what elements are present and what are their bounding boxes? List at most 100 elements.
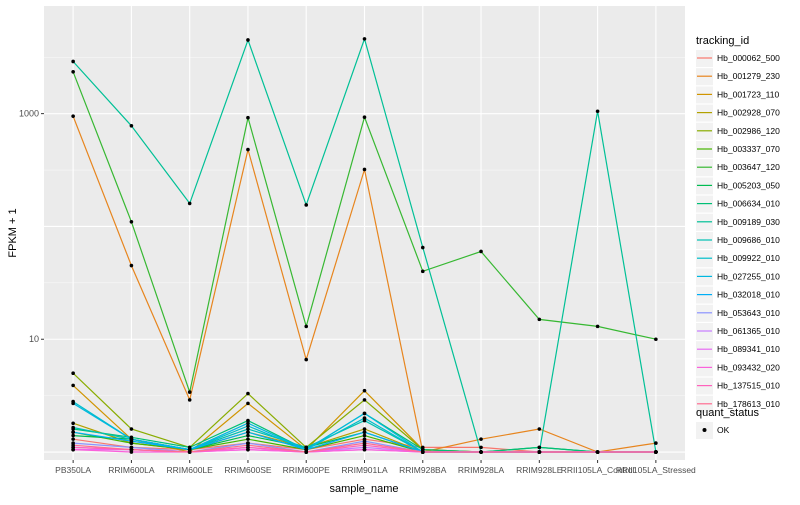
data-point bbox=[479, 437, 483, 441]
data-point bbox=[595, 450, 600, 454]
legend-label: Hb_032018_010 bbox=[717, 290, 780, 300]
legend-label: Hb_001279_230 bbox=[717, 71, 780, 81]
data-point bbox=[420, 269, 425, 274]
data-point bbox=[362, 447, 367, 452]
legend-label: Hb_009189_030 bbox=[717, 217, 780, 227]
legend-label: Hb_027255_010 bbox=[717, 271, 780, 281]
data-point bbox=[246, 421, 250, 426]
data-point bbox=[362, 398, 367, 402]
data-point bbox=[362, 388, 367, 393]
legend-label: Hb_000062_500 bbox=[717, 53, 780, 63]
data-point bbox=[129, 263, 134, 268]
data-point bbox=[595, 324, 600, 329]
data-point bbox=[129, 447, 134, 452]
data-point bbox=[304, 450, 309, 454]
data-point bbox=[71, 430, 75, 434]
data-point bbox=[129, 439, 134, 443]
data-points bbox=[71, 37, 658, 454]
data-point bbox=[362, 411, 367, 416]
data-point bbox=[537, 450, 542, 454]
legend-label: Hb_003337_070 bbox=[717, 144, 780, 154]
x-tick-label: RRII105LA_Control bbox=[561, 465, 635, 475]
data-point bbox=[420, 245, 425, 250]
y-axis-title: FPKM + 1 bbox=[7, 208, 19, 257]
data-point bbox=[362, 433, 367, 438]
x-tick-label: RRII105LA_Stressed bbox=[616, 465, 696, 475]
y-tick-label: 10 bbox=[29, 334, 39, 344]
data-point bbox=[246, 418, 250, 423]
data-point bbox=[362, 441, 367, 445]
y-axis: 10 1000 bbox=[19, 109, 44, 344]
legend-label: Hb_053643_010 bbox=[717, 308, 780, 318]
data-point bbox=[71, 433, 75, 438]
data-point bbox=[362, 416, 367, 420]
legend-label: Hb_061365_010 bbox=[717, 326, 780, 336]
data-point bbox=[71, 443, 75, 447]
x-tick-label: RRIM600PE bbox=[283, 465, 331, 475]
legend-quant-status: quant_status OK bbox=[696, 407, 759, 439]
legend-label: Hb_001723_110 bbox=[717, 89, 780, 99]
data-point bbox=[362, 167, 367, 172]
data-point bbox=[129, 427, 134, 431]
data-point bbox=[304, 203, 309, 207]
data-point bbox=[246, 424, 250, 428]
data-point bbox=[246, 433, 250, 438]
legend-label: Hb_137515_010 bbox=[717, 381, 780, 391]
legend-label: Hb_089341_010 bbox=[717, 344, 780, 354]
legend-label: Hb_009922_010 bbox=[717, 253, 780, 263]
data-point bbox=[71, 421, 75, 426]
data-point bbox=[654, 450, 658, 454]
data-point bbox=[246, 437, 250, 441]
legend-tracking-id: tracking_id Hb_000062_500 Hb_001279_230 Hb… bbox=[696, 35, 780, 413]
legend-label: Hb_002928_070 bbox=[717, 108, 780, 118]
x-tick-label: PB350LA bbox=[55, 465, 91, 475]
data-point bbox=[537, 445, 542, 450]
x-axis-title: sample_name bbox=[329, 483, 398, 495]
data-point bbox=[479, 249, 483, 254]
data-point bbox=[246, 115, 250, 120]
data-point bbox=[654, 441, 658, 445]
data-point bbox=[187, 450, 192, 454]
data-point bbox=[71, 69, 75, 74]
data-point bbox=[246, 38, 250, 42]
data-point bbox=[654, 337, 658, 342]
legend-key-point bbox=[702, 428, 707, 432]
data-point bbox=[246, 427, 250, 431]
data-point bbox=[129, 219, 134, 224]
data-point bbox=[362, 37, 367, 41]
x-axis: PB350LA RRIM600LA RRIM600LE RRIM600SE RRIM60… bbox=[55, 460, 696, 475]
legend-color-title: tracking_id bbox=[696, 35, 749, 47]
data-point bbox=[246, 443, 250, 447]
legend-label: OK bbox=[717, 425, 730, 435]
data-point bbox=[246, 147, 250, 152]
data-point bbox=[362, 430, 367, 434]
data-point bbox=[129, 124, 134, 128]
data-point bbox=[71, 59, 75, 64]
data-point bbox=[71, 371, 75, 375]
x-tick-label: RRIM600SE bbox=[224, 465, 272, 475]
data-point bbox=[246, 401, 250, 406]
legend-label: Hb_009686_010 bbox=[717, 235, 780, 245]
data-point bbox=[304, 357, 309, 362]
data-point bbox=[187, 398, 192, 402]
data-point bbox=[479, 445, 483, 450]
data-point bbox=[187, 201, 192, 206]
data-point bbox=[246, 430, 250, 434]
data-point bbox=[71, 401, 75, 406]
legend-shape-title: quant_status bbox=[696, 407, 759, 419]
legend-label: Hb_003647_120 bbox=[717, 162, 780, 172]
data-point bbox=[595, 109, 600, 114]
data-point bbox=[246, 391, 250, 396]
legend-label: Hb_006634_010 bbox=[717, 199, 780, 209]
data-point bbox=[187, 390, 192, 394]
x-tick-label: RRIM600LA bbox=[108, 465, 155, 475]
x-tick-label: RRIM901LA bbox=[341, 465, 388, 475]
data-point bbox=[71, 114, 75, 118]
x-tick-label: RRIM928BA bbox=[399, 465, 447, 475]
x-tick-label: RRIM928LA bbox=[458, 465, 505, 475]
data-point bbox=[71, 383, 75, 388]
legend-label: Hb_002986_120 bbox=[717, 126, 780, 136]
legend-label: Hb_093432_020 bbox=[717, 362, 780, 372]
